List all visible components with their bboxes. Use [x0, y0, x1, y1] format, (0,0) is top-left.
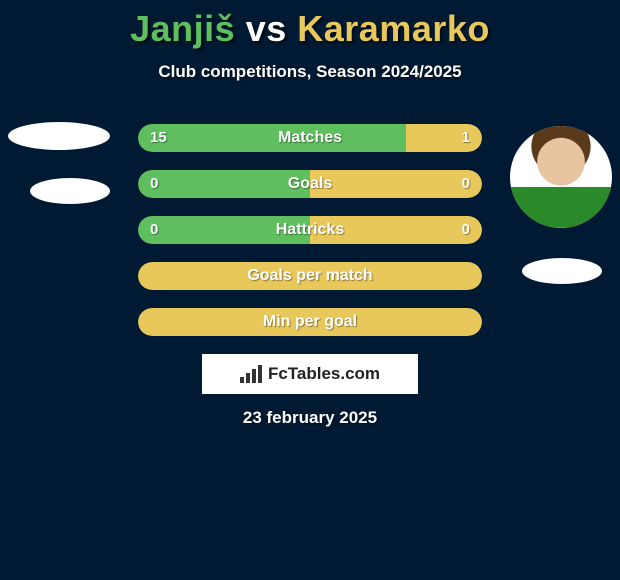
stat-row-min-per-goal: Min per goal	[138, 308, 482, 336]
player1-flag	[30, 178, 110, 204]
logo-text: FcTables.com	[268, 364, 380, 384]
stat-row-hattricks: 00Hattricks	[138, 216, 482, 244]
player2-name: Karamarko	[297, 8, 490, 49]
stat-row-goals-per-match: Goals per match	[138, 262, 482, 290]
player2-flag	[522, 258, 602, 284]
vs-label: vs	[246, 8, 287, 49]
bar-label: Min per goal	[138, 308, 482, 336]
subtitle: Club competitions, Season 2024/2025	[0, 62, 620, 82]
date-label: 23 february 2025	[0, 408, 620, 428]
comparison-bars: 151Matches 00Goals 00Hattricks Goals per ma…	[138, 124, 482, 354]
player1-avatar	[8, 122, 110, 150]
stat-row-goals: 00Goals	[138, 170, 482, 198]
player2-avatar	[510, 126, 612, 228]
stat-row-matches: 151Matches	[138, 124, 482, 152]
bar-label: Matches	[138, 124, 482, 152]
bar-label: Goals	[138, 170, 482, 198]
bar-label: Hattricks	[138, 216, 482, 244]
source-logo: FcTables.com	[202, 354, 418, 394]
comparison-title: Janjiš vs Karamarko	[0, 0, 620, 50]
bar-label: Goals per match	[138, 262, 482, 290]
bars-icon	[240, 365, 262, 383]
player1-name: Janjiš	[130, 8, 235, 49]
